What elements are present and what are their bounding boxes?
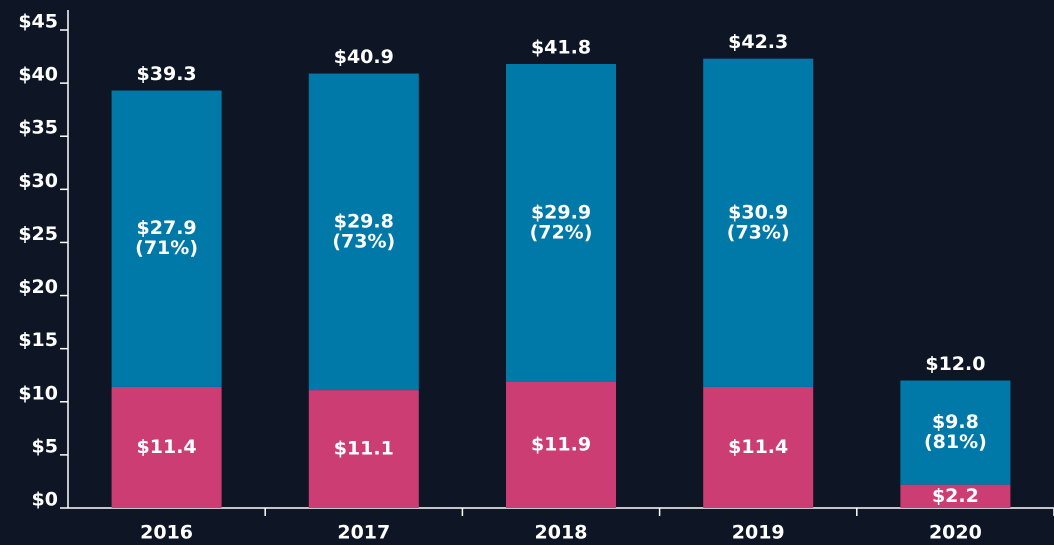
bar-segment (308, 73, 419, 391)
bar-segment (506, 381, 616, 508)
x-tick-label: 2019 (732, 522, 785, 544)
bar-segment (111, 90, 222, 387)
total-label: $39.3 (137, 63, 197, 85)
y-tick-label: $10 (18, 382, 58, 404)
share-label: (73%) (332, 230, 395, 252)
y-tick-label: $35 (18, 117, 58, 139)
value-label: $2.2 (932, 485, 979, 507)
total-label: $42.3 (728, 31, 788, 53)
bar-segment (308, 390, 419, 508)
y-tick-label: $30 (18, 170, 58, 192)
y-tick-label: $25 (18, 223, 58, 245)
y-tick-label: $45 (18, 11, 58, 33)
x-tick-label: 2017 (337, 522, 390, 544)
bar-segment (900, 484, 1011, 508)
y-tick-label: $20 (18, 276, 58, 298)
x-tick-label: 2018 (535, 522, 588, 544)
value-label: $29.9 (531, 201, 591, 223)
y-tick-label: $0 (32, 489, 58, 511)
share-label: (73%) (727, 221, 790, 243)
value-label: $30.9 (728, 201, 788, 223)
value-label: $27.9 (137, 217, 197, 239)
value-label: $9.8 (932, 411, 979, 433)
share-label: (81%) (924, 431, 987, 453)
share-label: (72%) (530, 221, 593, 243)
bar-segment (703, 58, 814, 387)
value-label: $11.9 (531, 433, 591, 455)
y-tick-label: $5 (32, 435, 58, 457)
value-label: $29.8 (334, 210, 394, 232)
total-label: $41.8 (531, 36, 591, 58)
y-tick-label: $40 (18, 64, 58, 86)
value-label: $11.4 (137, 436, 197, 458)
y-tick-label: $15 (18, 329, 58, 351)
bar-segment (506, 63, 616, 382)
value-label: $11.4 (728, 436, 788, 458)
total-label: $12.0 (925, 353, 985, 375)
bar-segment (111, 386, 222, 508)
bar-segment (900, 380, 1011, 485)
bar-segment (703, 386, 814, 508)
total-label: $40.9 (334, 46, 394, 68)
value-label: $11.1 (334, 438, 394, 460)
x-tick-label: 2020 (929, 522, 982, 544)
x-tick-label: 2016 (140, 522, 193, 544)
share-label: (71%) (135, 237, 198, 259)
